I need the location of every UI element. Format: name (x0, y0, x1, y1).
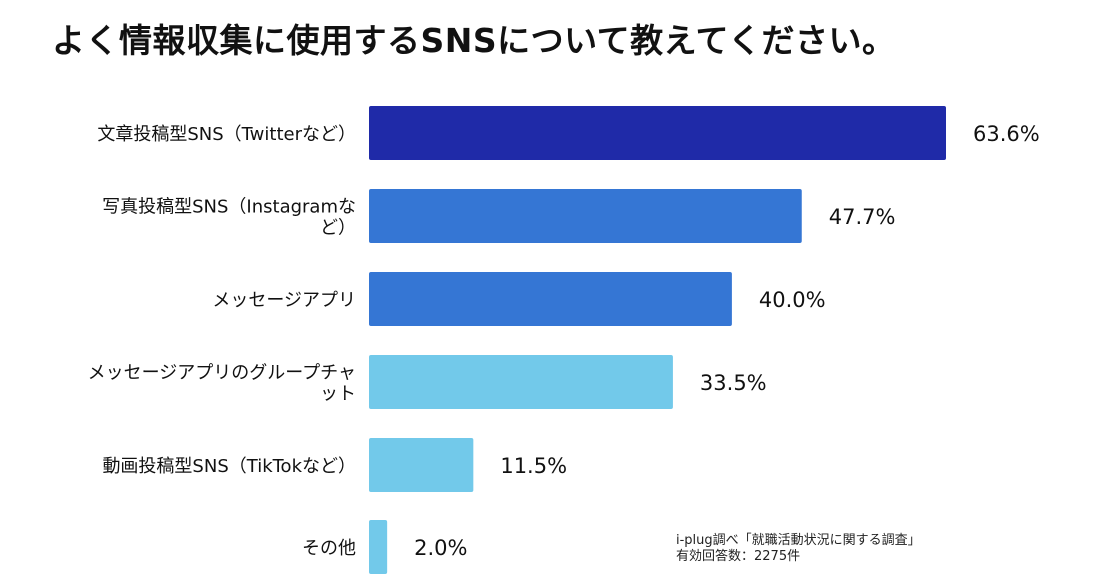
value-label-3: 40.0% (759, 288, 826, 312)
category-label-1: 文章投稿型SNS（Twitterなど） (97, 124, 356, 145)
category-label-5: 動画投稿型SNS（TikTokなど） (102, 456, 356, 477)
chart-title: よく情報収集に使用するSNSについて教えてください。 (52, 21, 896, 60)
category-label-6: その他 (302, 538, 356, 559)
bar-3 (369, 272, 732, 326)
bar-5 (369, 438, 474, 492)
value-label-2: 47.7% (829, 205, 896, 229)
value-label-1: 63.6% (973, 122, 1040, 146)
footnote-sample: 有効回答数：2275件 (676, 549, 801, 564)
category-label-3: メッセージアプリ (212, 290, 356, 311)
category-label-2: 写真投稿型SNS（Instagramなど） (102, 197, 356, 239)
value-label-6: 2.0% (414, 536, 467, 560)
value-label-4: 33.5% (700, 371, 767, 395)
category-label-4: メッセージアプリのグループチャット (88, 363, 356, 405)
bar-2 (369, 189, 802, 243)
value-label-5: 11.5% (500, 454, 567, 478)
bar-6 (369, 520, 388, 574)
bar-1 (369, 106, 946, 160)
footnote-source: i-plug調べ「就職活動状況に関する調査」 (676, 533, 921, 548)
footnote: i-plug調べ「就職活動状況に関する調査」 有効回答数：2275件 (676, 533, 921, 565)
bar-4 (369, 355, 673, 409)
